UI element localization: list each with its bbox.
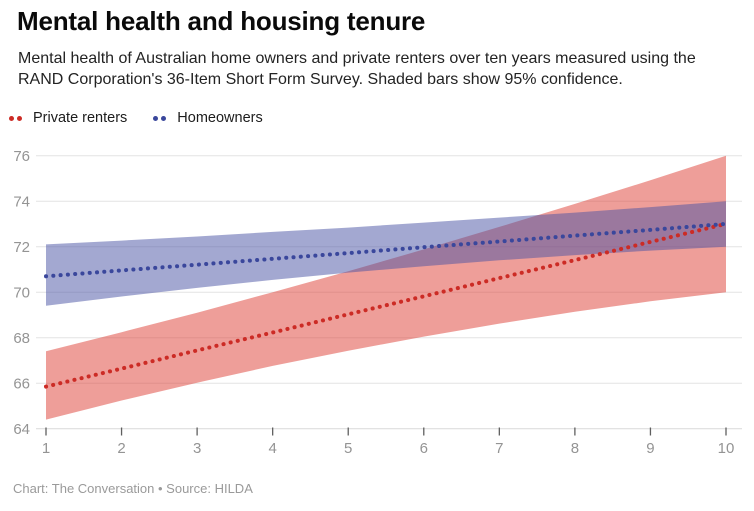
y-tick-label: 72 <box>13 239 30 256</box>
x-tick-label: 5 <box>344 440 352 457</box>
y-tick-label: 70 <box>13 285 30 302</box>
x-tick-label: 9 <box>646 440 654 457</box>
x-tick-label: 7 <box>495 440 503 457</box>
x-tick-label: 1 <box>42 440 50 457</box>
dotted-line-marker-red-icon <box>9 115 22 121</box>
trend-line-homeowners <box>44 221 728 279</box>
y-tick-label: 64 <box>13 421 30 438</box>
dotted-line-marker-blue-icon <box>153 115 167 121</box>
confidence-band-homeowners <box>46 201 726 306</box>
chart-legend: Private renters Homeowners <box>9 110 263 126</box>
chart-title: Mental health and housing tenure <box>17 6 426 36</box>
y-tick-label: 68 <box>13 330 30 347</box>
x-tick-label: 3 <box>193 440 201 457</box>
x-tick-label: 6 <box>420 440 428 457</box>
y-tick-label: 66 <box>13 376 30 393</box>
chart-svg: 64 66 68 70 72 74 76 1 2 3 4 5 6 7 8 9 10 <box>13 148 742 457</box>
trend-line-renters <box>44 221 728 389</box>
x-tick-label: 10 <box>718 440 735 457</box>
legend-label-homeowners: Homeowners <box>177 110 263 126</box>
x-tick-label: 8 <box>571 440 579 457</box>
chart-plot-area: 64 66 68 70 72 74 76 1 2 3 4 5 6 7 8 9 10 <box>0 140 754 470</box>
legend-item-private-renters: Private renters <box>9 110 127 126</box>
chart-footer-attribution: Chart: The Conversation • Source: HILDA <box>13 481 253 496</box>
legend-item-homeowners: Homeowners <box>153 110 263 126</box>
y-tick-label: 76 <box>13 148 30 165</box>
x-tick-label: 4 <box>268 440 276 457</box>
legend-label-private-renters: Private renters <box>33 110 128 126</box>
y-tick-label: 74 <box>13 194 30 211</box>
chart-subtitle: Mental health of Australian home owners … <box>18 50 696 88</box>
x-tick-label: 2 <box>117 440 125 457</box>
